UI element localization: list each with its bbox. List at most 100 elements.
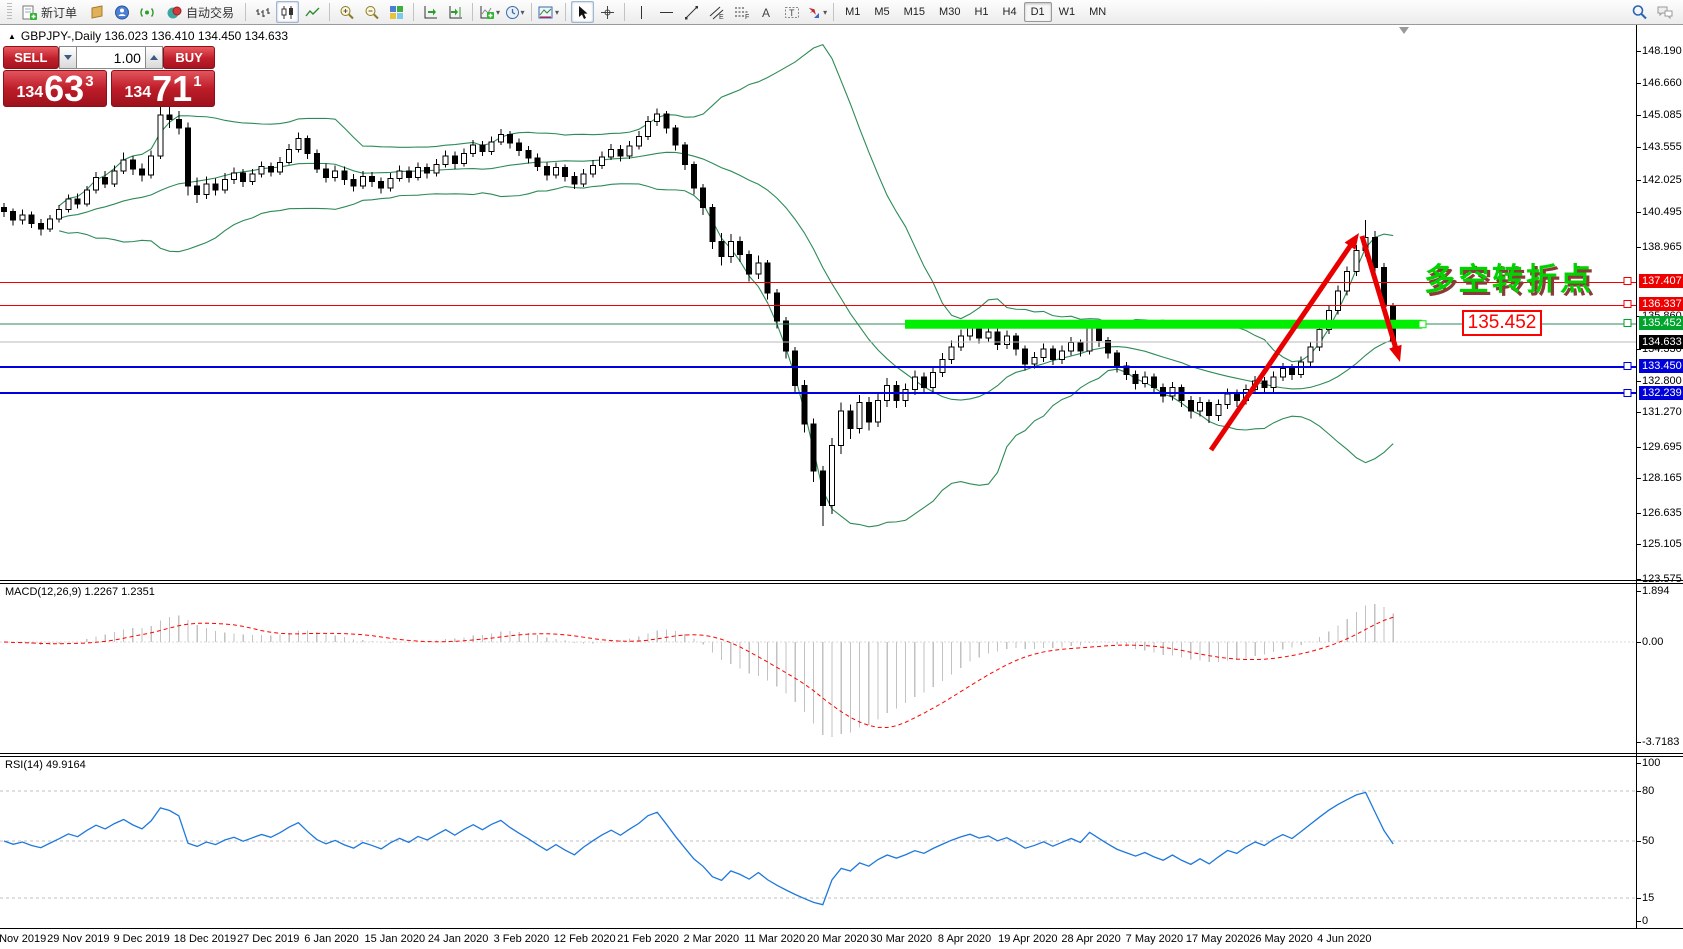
timeframe-button-m30[interactable]: M30 (939, 6, 961, 18)
buy-button[interactable]: BUY (163, 46, 215, 69)
cursor-button[interactable] (571, 1, 595, 23)
price-level-box[interactable]: 135.452 (1462, 310, 1542, 336)
bar-chart-button[interactable] (251, 1, 274, 23)
buy-price-tile[interactable]: 134 71 1 (111, 70, 215, 107)
periods-button[interactable]: ▾ (503, 1, 526, 23)
trendline-button[interactable] (680, 1, 703, 23)
auto-trading-icon (167, 6, 182, 18)
toolbar: 新订单 自动交易 (0, 0, 1683, 25)
chart-shift-icon (449, 5, 462, 18)
dropdown-caret-icon: ▾ (555, 7, 560, 17)
buy-price-main: 71 (152, 67, 193, 109)
zoom-out-icon (365, 5, 379, 19)
metaeditor-button[interactable] (85, 1, 108, 23)
arrows-tool-button[interactable]: ▾ (805, 1, 828, 23)
rsi-tick-label: 80 (1642, 785, 1655, 797)
templates-button[interactable]: ▾ (537, 1, 560, 23)
toolbar-grip (7, 3, 12, 21)
chart-shift-marker[interactable] (1399, 27, 1409, 34)
timeframe-button-h1[interactable]: H1 (974, 6, 989, 18)
price-tick-label: 131.270 (1642, 406, 1682, 418)
dropdown-caret-icon: ▾ (520, 7, 525, 17)
sell-price-pip: 3 (85, 73, 94, 90)
collapse-triangle-icon[interactable]: ▲ (8, 32, 16, 41)
chart-title-text: GBPJPY-,Daily 136.023 136.410 134.450 13… (20, 29, 289, 43)
price-tick-label: 123.575 (1642, 573, 1682, 585)
separator (833, 3, 835, 21)
signals-icon (139, 7, 154, 17)
separator (329, 3, 331, 21)
price-tick-label: 126.635 (1642, 507, 1682, 519)
spinner-down-icon (63, 55, 72, 60)
dropdown-caret-icon: ▾ (823, 7, 828, 17)
price-tick-label: 145.085 (1642, 109, 1682, 121)
candle-chart-button[interactable] (276, 1, 300, 23)
vertical-line-button[interactable] (630, 1, 653, 23)
chat-bubbles-icon (1657, 6, 1672, 19)
date-tick-label: 2 Mar 2020 (683, 933, 740, 945)
date-tick-label: 20 Nov 2019 (0, 933, 47, 945)
crosshair-button[interactable] (596, 1, 619, 23)
separator (245, 3, 247, 21)
price-tag-label: 136.337 (1639, 297, 1683, 311)
chart-shift-button[interactable] (444, 1, 467, 23)
date-tick-label: 27 Dec 2019 (236, 933, 300, 945)
text-button[interactable]: A (755, 1, 778, 23)
clock-icon (505, 5, 519, 19)
one-click-trading-panel: SELL BUY 134 63 3 134 71 1 (3, 46, 215, 107)
document-plus-icon (22, 5, 37, 20)
horizontal-line-button[interactable] (655, 1, 678, 23)
buy-price-prefix: 134 (124, 84, 152, 101)
price-tick-label: 140.495 (1642, 206, 1682, 218)
auto-scroll-button[interactable] (419, 1, 442, 23)
date-tick-label: 26 May 2020 (1249, 933, 1313, 945)
community-button[interactable] (110, 1, 133, 23)
svg-text:T: T (789, 8, 795, 18)
text-label-button[interactable]: T (780, 1, 803, 23)
volume-input[interactable] (76, 46, 145, 69)
sell-price-tile[interactable]: 134 63 3 (3, 70, 107, 107)
volume-decrease-button[interactable] (58, 46, 77, 69)
date-tick-label: 28 Apr 2020 (1061, 933, 1121, 945)
price-tag-label: 135.452 (1639, 316, 1683, 330)
price-tick-label: 142.025 (1642, 174, 1682, 186)
timeframe-button-m15[interactable]: M15 (903, 6, 926, 18)
macd-label: MACD(12,26,9) 1.2267 1.2351 (5, 586, 155, 598)
volume-increase-button[interactable] (144, 46, 164, 69)
timeframe-button-d1[interactable]: D1 (1023, 2, 1052, 22)
timeframe-button-w1[interactable]: W1 (1058, 6, 1076, 18)
signals-button[interactable] (135, 1, 158, 23)
price-tag-label: 132.239 (1639, 386, 1683, 400)
add-indicator-button[interactable]: ▾ (478, 1, 501, 23)
fibonacci-icon: F (734, 7, 749, 20)
macd-tick-label: 1.894 (1642, 585, 1670, 597)
fibonacci-button[interactable]: F (730, 1, 753, 23)
timeframe-button-h4[interactable]: H4 (1002, 6, 1017, 18)
new-order-label: 新订单 (41, 5, 78, 20)
separator (624, 3, 626, 21)
templates-icon (538, 6, 553, 18)
separator (531, 3, 533, 21)
rsi-tick-label: 100 (1642, 757, 1661, 769)
line-chart-button[interactable] (301, 1, 324, 23)
zoom-out-button[interactable] (360, 1, 383, 23)
date-tick-label: 15 Jan 2020 (364, 933, 426, 945)
auto-trading-button[interactable]: 自动交易 (160, 1, 240, 23)
equidistant-channel-button[interactable]: E (705, 1, 728, 23)
sell-button[interactable]: SELL (3, 46, 59, 69)
new-order-button[interactable]: 新订单 (16, 1, 83, 23)
chat-button[interactable] (1653, 1, 1676, 23)
timeframe-button-m5[interactable]: M5 (874, 6, 890, 18)
timeframe-button-mn[interactable]: MN (1089, 6, 1107, 18)
tile-windows-button[interactable] (385, 1, 408, 23)
date-tick-label: 21 Feb 2020 (617, 933, 679, 945)
tile-windows-icon (390, 5, 404, 19)
zoom-in-button[interactable] (335, 1, 358, 23)
timeframe-button-m1[interactable]: M1 (845, 6, 861, 18)
macd-tick-label: -3.7183 (1642, 736, 1680, 748)
date-tick-label: 4 Jun 2020 (1317, 933, 1372, 945)
search-button[interactable] (1628, 1, 1651, 23)
date-tick-label: 18 Dec 2019 (173, 933, 237, 945)
trendline-icon (685, 5, 699, 19)
